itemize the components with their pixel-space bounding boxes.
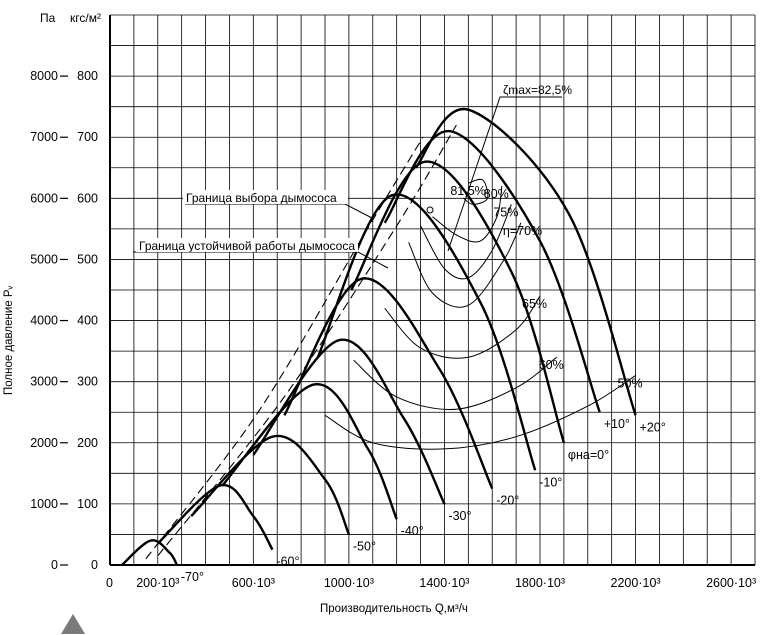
blade-angle-label: -30° (448, 509, 471, 523)
stability-boundary-label: Граница устойчивой работы дымососа (139, 239, 355, 253)
x-tick-labels: 200·10³ 600·10³ 1000·10³ 1400·10³ 1800·10³ 22… (136, 576, 756, 590)
pa-tick-label: 8000 (30, 69, 58, 83)
x-tick-label: 2600·10³ (706, 576, 756, 590)
efficiency-label: 75% (493, 205, 518, 219)
blade-curve (316, 193, 537, 471)
kgf-tick-label: 800 (77, 69, 98, 83)
annotation-zeta-max: ζmax=82,5% (447, 83, 572, 252)
kgf-tick-label: 700 (77, 130, 98, 144)
efficiency-curve (408, 222, 522, 308)
pa-tick-labels: 0 1000 2000 3000 4000 5000 6000 7000 8000 (30, 69, 68, 572)
blade-angle-label: +20° (640, 420, 666, 434)
blade-angle-label: φна=0° (568, 448, 609, 462)
blade-angle-label: -40° (401, 524, 424, 538)
blade-angle-label: -60° (276, 555, 299, 569)
x-origin-label: 0 (106, 576, 113, 590)
efficiency-curve (384, 295, 541, 359)
kgf-tick-label: 200 (77, 436, 98, 450)
x-axis-title: Производительность Q,м³/ч (320, 603, 468, 615)
blade-curve (156, 483, 274, 551)
selection-boundary-leader (185, 203, 373, 219)
efficiency-curve (463, 178, 489, 205)
blade-curve (190, 434, 351, 535)
annotation-selection-boundary: Граница выбора дымососа (183, 190, 373, 219)
x-tick-label: 200·10³ (136, 576, 179, 590)
pa-unit-label: Па (40, 11, 56, 25)
max-efficiency-point (426, 206, 434, 214)
pa-tick-label: 3000 (30, 375, 58, 389)
kgf-tick-labels: 0 100 200 300 400 500 600 700 800 (77, 69, 98, 572)
blade-curve (252, 338, 446, 505)
boundary-line-1 (145, 136, 424, 560)
selection-boundary-bg (183, 190, 348, 204)
blade-curve (283, 277, 494, 490)
blade-angle-label: +10° (604, 417, 630, 431)
kgf-unit-label: кгс/м² (70, 11, 101, 25)
kgf-tick-label: 300 (77, 375, 98, 389)
pa-tick-label: 1000 (30, 497, 58, 511)
pa-tick-label: 5000 (30, 252, 58, 266)
x-tick-label: 1800·10³ (515, 576, 565, 590)
blade-curve (350, 160, 566, 444)
blade-angle-curves: -70° -60° -50° -40° -30° -20° -10° φна=0° +10° +2… (121, 108, 666, 584)
triangle-icon (61, 614, 85, 634)
y-axis-title: Полное давление Pᵥ (3, 285, 15, 395)
selection-boundary-label: Граница выбора дымососа (186, 191, 337, 205)
x-tick-label: 1400·10³ (419, 576, 469, 590)
kgf-tick-label: 500 (77, 252, 98, 266)
pa-tick-label: 4000 (30, 314, 58, 328)
stability-boundary-bg (136, 238, 358, 252)
blade-angle-label: -70° (181, 570, 204, 584)
blade-angle-label: -20° (496, 494, 519, 508)
x-tick-label: 2200·10³ (611, 576, 661, 590)
pa-tick-label: 0 (51, 558, 58, 572)
kgf-tick-label: 0 (91, 558, 98, 572)
pa-tick-label: 6000 (30, 191, 58, 205)
efficiency-label: 50% (618, 377, 643, 391)
efficiency-curve (432, 186, 503, 243)
annotation-stability-boundary: Граница устойчивой работы дымососа (133, 238, 389, 269)
blade-angle-label: -50° (353, 539, 376, 553)
kgf-tick-label: 400 (77, 314, 98, 328)
blade-angle-label: -10° (539, 475, 562, 489)
grid (110, 14, 756, 565)
zeta-max-leader (447, 96, 562, 252)
kgf-tick-label: 100 (77, 497, 98, 511)
efficiency-label: 80% (484, 187, 509, 201)
efficiency-curve (324, 375, 636, 450)
efficiency-curve (353, 356, 558, 410)
kgf-tick-label: 600 (77, 191, 98, 205)
x-tick-label: 1000·10³ (324, 576, 374, 590)
pa-tick-label: 2000 (30, 436, 58, 450)
blade-curve (221, 383, 398, 520)
x-tick-label: 600·10³ (232, 576, 275, 590)
pa-tick-label: 7000 (30, 130, 58, 144)
boundary-lines (145, 124, 457, 560)
blade-curve (121, 539, 178, 566)
blade-curve (414, 108, 637, 416)
zeta-max-label: ζmax=82,5% (503, 83, 572, 97)
boundary-line-2 (157, 124, 457, 557)
efficiency-label: 65% (522, 297, 547, 311)
blade-curve (383, 129, 601, 413)
